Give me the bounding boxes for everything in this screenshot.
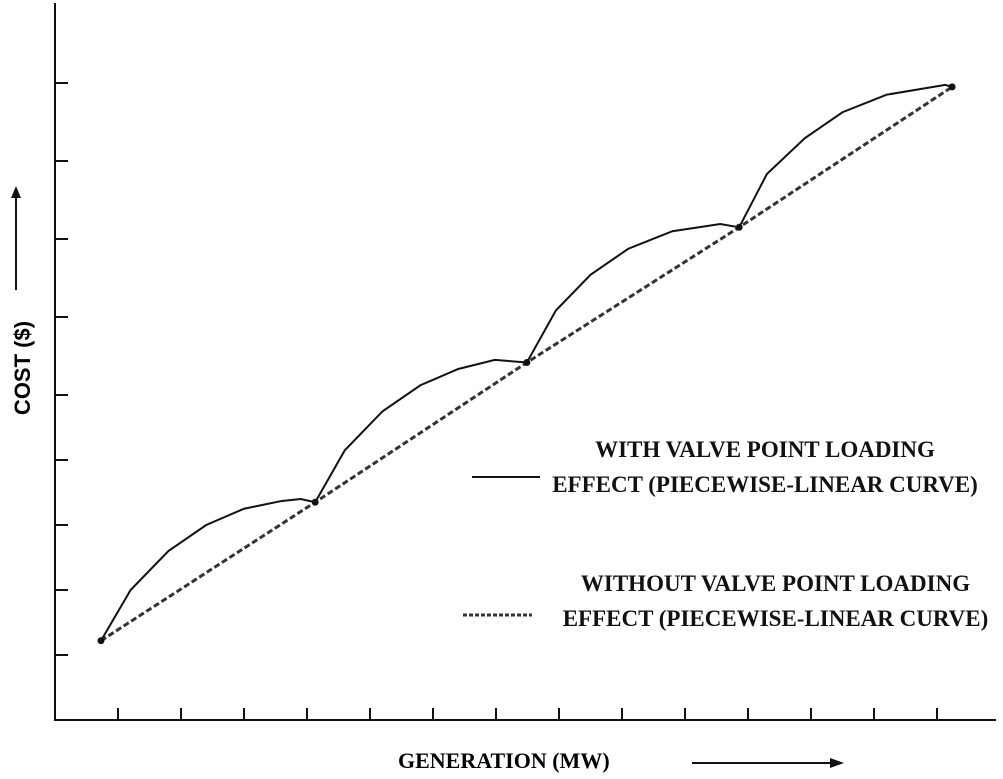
y-axis-label: COST ($) [10, 321, 35, 415]
series-line [100, 83, 953, 642]
point [735, 223, 743, 231]
point [523, 359, 531, 366]
legend-entry: WITH VALVE POINT LOADING EFFECT (PIECEWI… [552, 437, 978, 497]
legend-entry: WITHOUT VALVE POINT LOADING EFFECT (PIEC… [562, 571, 989, 631]
point [97, 637, 105, 645]
point [948, 83, 956, 91]
y-arrow-head [11, 186, 21, 198]
x-axis-label: GENERATION (MW) [398, 748, 610, 773]
point [311, 498, 319, 506]
x-arrow-head [830, 758, 844, 768]
